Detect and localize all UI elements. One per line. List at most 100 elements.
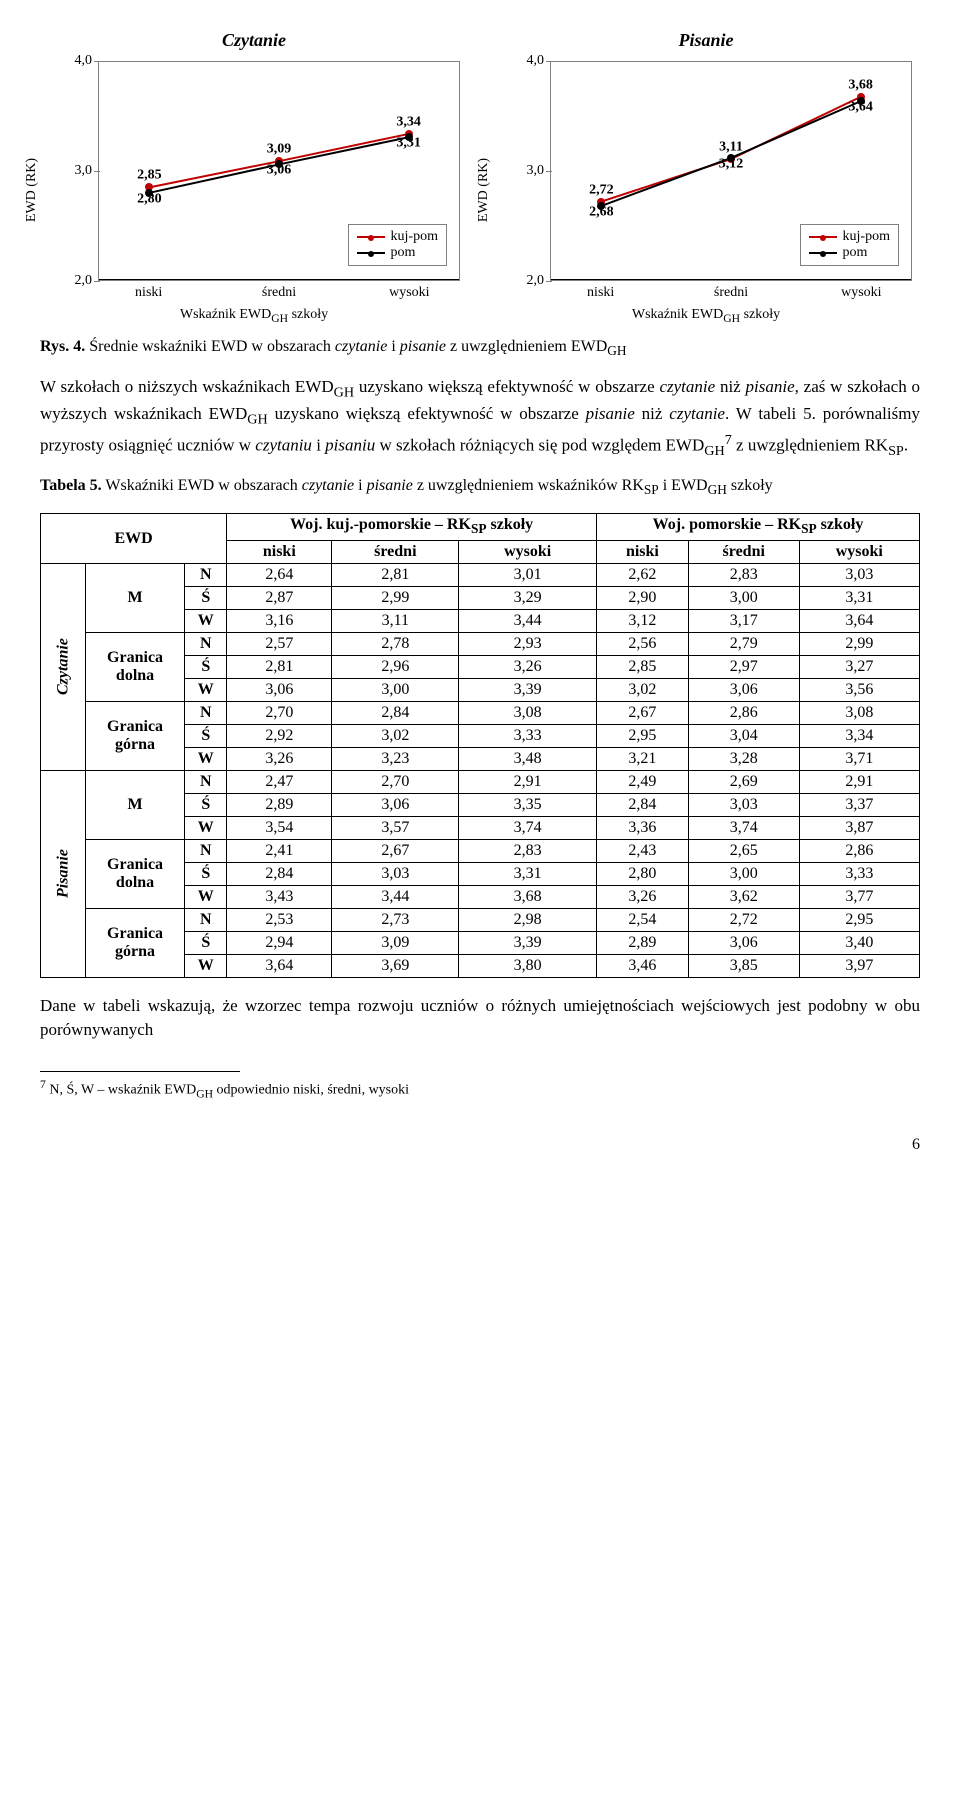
table-cell: 3,06: [688, 678, 799, 701]
table-cell: 3,26: [459, 655, 597, 678]
table-cell: 3,68: [459, 885, 597, 908]
table-cell: 2,99: [799, 632, 919, 655]
section-label: Pisanie: [41, 770, 86, 977]
table-cell: 2,86: [688, 701, 799, 724]
table-cell: 2,70: [227, 701, 332, 724]
footnote-rule: [40, 1071, 240, 1072]
table-cell: 2,43: [597, 839, 689, 862]
table-row: GranicadolnaN2,572,782,932,562,792,99: [41, 632, 920, 655]
table-cell: 3,43: [227, 885, 332, 908]
table-cell: 2,84: [597, 793, 689, 816]
table-cell: 3,09: [332, 931, 459, 954]
table-cell: 3,39: [459, 678, 597, 701]
table-cell: 3,77: [799, 885, 919, 908]
table-cell: 3,06: [227, 678, 332, 701]
figure-caption-prefix: Rys. 4.: [40, 338, 85, 355]
table-cell: 3,02: [332, 724, 459, 747]
table-cell: 3,02: [597, 678, 689, 701]
table-cell: 3,34: [799, 724, 919, 747]
table-cell: 2,97: [688, 655, 799, 678]
table-row: GranicagórnaN2,702,843,082,672,863,08: [41, 701, 920, 724]
ytick-label: 2,0: [492, 273, 550, 289]
table-cell: 2,65: [688, 839, 799, 862]
paragraph-1: W szkołach o niższych wskaźnikach EWDGH …: [40, 375, 920, 462]
table-cell: 3,33: [459, 724, 597, 747]
table-cell: 2,94: [227, 931, 332, 954]
legend-label: kuj-pom: [843, 229, 890, 245]
table-cell: 2,79: [688, 632, 799, 655]
table-cell: 3,54: [227, 816, 332, 839]
yaxis-label: EWD (RK): [476, 158, 492, 222]
level-label: W: [185, 609, 227, 632]
table-cell: 3,08: [459, 701, 597, 724]
table-cell: 2,62: [597, 563, 689, 586]
table-cell: 3,33: [799, 862, 919, 885]
chart-czytanie: Czytanie 2,853,093,342,803,063,31kuj-pom…: [40, 30, 468, 325]
table-cell: 2,57: [227, 632, 332, 655]
value-label: 3,12: [719, 156, 744, 172]
figure-caption-text: Średnie wskaźniki EWD w obszarach czytan…: [85, 338, 626, 355]
table-cell: 3,00: [688, 586, 799, 609]
value-label: 2,80: [137, 191, 162, 207]
table-cell: 3,01: [459, 563, 597, 586]
table-cell: 2,81: [227, 655, 332, 678]
table-row: GranicagórnaN2,532,732,982,542,722,95: [41, 908, 920, 931]
level-label: N: [185, 908, 227, 931]
charts-row: Czytanie 2,853,093,342,803,063,31kuj-pom…: [40, 30, 920, 325]
table-cell: 3,26: [597, 885, 689, 908]
row-group-label: Granicagórna: [85, 908, 185, 977]
legend: kuj-pompom: [348, 224, 447, 266]
legend: kuj-pompom: [800, 224, 899, 266]
table-cell: 3,06: [332, 793, 459, 816]
level-label: Ś: [185, 655, 227, 678]
table-cell: 3,36: [597, 816, 689, 839]
row-group-label: Granicadolna: [85, 632, 185, 701]
table-cell: 3,44: [332, 885, 459, 908]
table-cell: 2,53: [227, 908, 332, 931]
table-cell: 3,56: [799, 678, 919, 701]
table-cell: 2,89: [227, 793, 332, 816]
table-cell: 2,95: [799, 908, 919, 931]
row-group-label: Granicadolna: [85, 839, 185, 908]
table-cell: 2,98: [459, 908, 597, 931]
value-label: 2,85: [137, 168, 162, 184]
level-label: W: [185, 885, 227, 908]
footnote: 7 N, Ś, W – wskaźnik EWDGH odpowiednio n…: [40, 1078, 920, 1100]
table-row: PisanieMN2,472,702,912,492,692,91: [41, 770, 920, 793]
yaxis-label: EWD (RK): [24, 158, 40, 222]
table-cell: 3,03: [688, 793, 799, 816]
ytick-label: 3,0: [492, 163, 550, 179]
table-cell: 3,16: [227, 609, 332, 632]
table-cell: 2,54: [597, 908, 689, 931]
value-label: 3,34: [396, 114, 421, 130]
level-label: W: [185, 816, 227, 839]
level-label: Ś: [185, 793, 227, 816]
paragraph-2: Dane w tabeli wskazują, że wzorzec tempa…: [40, 994, 920, 1043]
table-cell: 3,71: [799, 747, 919, 770]
table-cell: 3,64: [227, 954, 332, 977]
section-label: Czytanie: [41, 563, 86, 770]
table-cell: 2,90: [597, 586, 689, 609]
table-cell: 3,64: [799, 609, 919, 632]
table-cell: 2,95: [597, 724, 689, 747]
table-cell: 3,08: [799, 701, 919, 724]
table-cell: 2,81: [332, 563, 459, 586]
level-label: Ś: [185, 724, 227, 747]
table-cell: 3,21: [597, 747, 689, 770]
table-cell: 3,97: [799, 954, 919, 977]
table-cell: 2,69: [688, 770, 799, 793]
table-cell: 2,86: [799, 839, 919, 862]
table-cell: 2,87: [227, 586, 332, 609]
level-label: W: [185, 954, 227, 977]
legend-label: pom: [391, 245, 416, 261]
table-row: GranicadolnaN2,412,672,832,432,652,86: [41, 839, 920, 862]
figure-caption: Rys. 4. Średnie wskaźniki EWD w obszarac…: [40, 335, 920, 361]
level-label: Ś: [185, 586, 227, 609]
data-table: EWDWoj. kuj.-pomorskie – RKSP szkołyWoj.…: [40, 513, 920, 977]
row-group-label: M: [85, 770, 185, 839]
table-cell: 2,83: [688, 563, 799, 586]
table-cell: 2,67: [597, 701, 689, 724]
plot-area: 2,853,093,342,803,063,31kuj-pompom: [98, 61, 460, 281]
table-cell: 3,27: [799, 655, 919, 678]
table-cell: 2,89: [597, 931, 689, 954]
